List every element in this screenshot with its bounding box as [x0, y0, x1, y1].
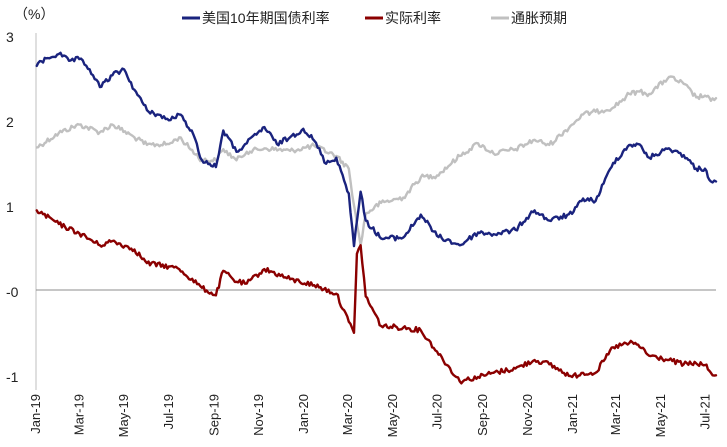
y-tick-label: -1 [6, 369, 19, 385]
y-tick-label: 3 [6, 29, 14, 45]
x-tick-label: Nov-19 [251, 394, 266, 436]
y-tick-label: 2 [6, 114, 14, 130]
x-tick-label: Mar-19 [71, 394, 86, 435]
x-tick-label: Jul-20 [430, 394, 445, 429]
x-tick-label: Jul-21 [698, 394, 713, 429]
legend: 美国10年期国债利率 实际利率 通胀预期 [182, 10, 567, 26]
x-tick-label: Jan-21 [565, 394, 580, 434]
x-tick-label: Jul-19 [161, 394, 176, 429]
x-tick-label: Jan-19 [28, 394, 43, 434]
legend-label: 美国10年期国债利率 [202, 10, 330, 26]
x-tick-label: Sep-19 [206, 394, 221, 436]
y-tick-labels: 3 2 1 -0 -1 [6, 29, 19, 385]
x-tick-labels: Jan-19 Mar-19 May-19 Jul-19 Sep-19 Nov-19 Jan-… [28, 394, 713, 437]
series-line [35, 51, 718, 248]
y-tick-label: 1 [6, 199, 14, 215]
x-tick-label: Sep-20 [475, 394, 490, 436]
x-tick-label: Mar-21 [608, 394, 623, 435]
legend-label: 通胀预期 [511, 10, 567, 26]
x-tick-label: Nov-20 [520, 394, 535, 436]
legend-label: 实际利率 [385, 10, 441, 26]
x-tick-label: May-21 [653, 394, 668, 437]
x-tick-label: May-19 [116, 394, 131, 437]
x-tick-label: Jan-20 [296, 394, 311, 434]
x-tick-label: May-20 [385, 394, 400, 437]
y-tick-label: -0 [6, 284, 19, 300]
y-unit-label: （%） [14, 6, 54, 22]
x-tick-label: Mar-20 [340, 394, 355, 435]
series-line [35, 209, 718, 385]
series-lines [35, 51, 718, 385]
series-line [35, 75, 718, 247]
